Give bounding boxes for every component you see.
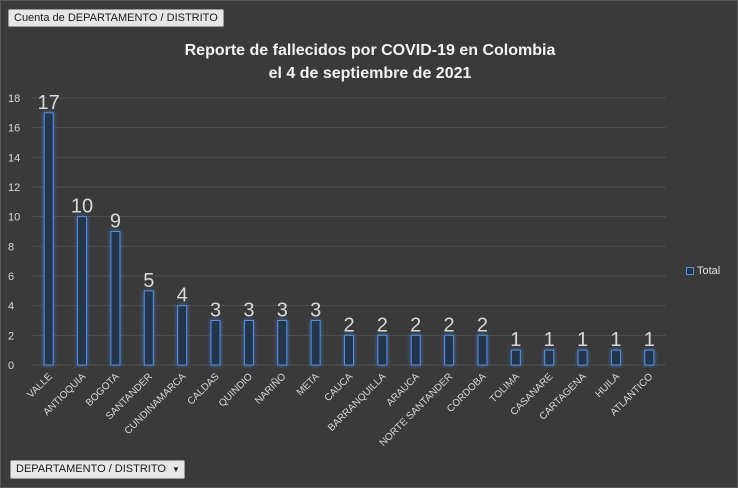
axis-field-label: DEPARTAMENTO / DISTRITO [16,463,166,475]
chart-title: Reporte de fallecidos por COVID-19 en Co… [150,39,590,85]
data-label: 9 [110,211,121,233]
data-label: 1 [510,329,521,351]
bar-cundinamarca[interactable] [177,305,188,366]
bar-santander[interactable] [143,290,154,366]
data-label: 3 [310,300,321,322]
legend[interactable]: Total [686,265,720,277]
bar-norte-santander[interactable] [444,334,455,366]
y-tick-label: 14 [8,152,20,164]
x-tick-label: CAUCA [323,371,356,404]
bar-quindio[interactable] [243,320,254,366]
data-label: 4 [177,285,188,307]
data-label: 3 [243,300,254,322]
bar-antioquia[interactable] [77,216,88,366]
data-label: 2 [343,314,354,336]
bar-casanare[interactable] [544,349,555,366]
legend-swatch-icon [686,267,694,275]
y-tick-label: 12 [8,182,20,194]
bar-caldas[interactable] [210,320,221,366]
data-label: 3 [210,300,221,322]
bar-tolima[interactable] [510,349,521,366]
bar-nariño[interactable] [277,320,288,366]
data-label: 10 [71,196,93,218]
value-field-button[interactable]: Cuenta de DEPARTAMENTO / DISTRITO [8,9,224,27]
data-label: 2 [377,314,388,336]
bar-valle[interactable] [43,112,54,366]
bar-arauca[interactable] [410,334,421,366]
x-tick-label: BARRANQUILLA [326,371,389,434]
y-tick-label: 10 [8,212,20,224]
bar-cartagena[interactable] [577,349,588,366]
data-label: 1 [610,329,621,351]
bar-meta[interactable] [310,320,321,366]
bar-atlantico[interactable] [644,349,655,366]
data-label: 17 [38,92,60,114]
bar-series [43,112,655,366]
y-tick-label: 4 [8,301,14,313]
y-tick-label: 18 [8,93,20,105]
y-tick-label: 6 [8,271,14,283]
chart-title-line-2: el 4 de septiembre de 2021 [268,65,472,82]
x-tick-label: QUINDIO [217,371,255,409]
y-tick-label: 0 [8,360,14,372]
x-tick-label: NARIÑO [252,370,289,407]
x-tick-label: VALLE [26,371,56,401]
y-tick-label: 16 [8,123,20,135]
y-tick-label: 2 [8,330,14,342]
bar-bogota[interactable] [110,231,121,366]
legend-label-total: Total [697,265,721,277]
data-label: 2 [444,314,455,336]
data-label: 2 [477,314,488,336]
data-label: 1 [544,329,555,351]
x-tick-label: META [295,371,322,398]
data-label: 2 [410,314,421,336]
data-label: 1 [644,329,655,351]
y-tick-label: 8 [8,241,14,253]
x-axis: VALLEANTIOQUIABOGOTASANTANDERCUNDINAMARC… [26,370,656,449]
y-axis: 0 2 4 6 8 10 12 14 16 18 [8,93,20,372]
chart-title-line-1: Reporte de fallecidos por COVID-19 en Co… [184,42,556,59]
dropdown-arrow-icon: ▼ [171,465,180,474]
bar-huila[interactable] [610,349,621,366]
data-label: 3 [277,300,288,322]
axis-field-dropdown[interactable]: DEPARTAMENTO / DISTRITO ▼ [10,460,185,479]
bar-barranquilla[interactable] [377,334,388,366]
x-tick-label: HUILA [593,371,622,400]
x-tick-label: CUNDINAMARCA [123,371,189,437]
x-tick-label: TOLIMA [488,371,522,405]
data-label: 1 [577,329,588,351]
bar-cauca[interactable] [344,334,354,366]
bar-cordoba[interactable] [477,334,488,366]
data-label: 5 [143,270,154,292]
